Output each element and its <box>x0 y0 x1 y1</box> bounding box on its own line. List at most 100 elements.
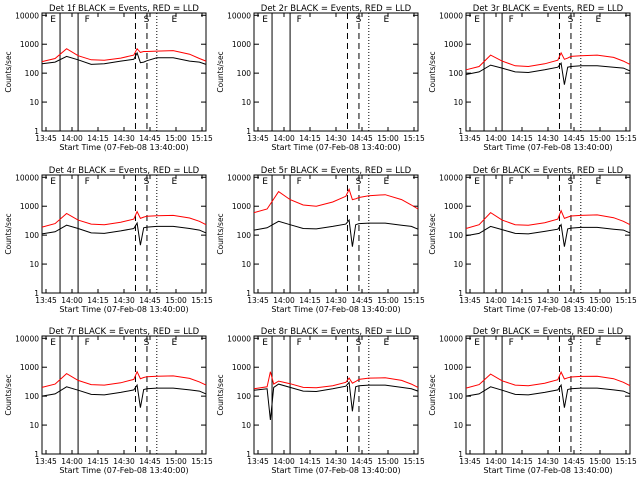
lld-series-line <box>253 371 419 390</box>
y-tick-label: 10000 <box>439 334 463 343</box>
x-tick-label: 15:15 <box>403 457 425 466</box>
y-tick-label: 100 <box>449 69 464 78</box>
x-axis-label: Start Time (07-Feb-08 13:40:00) <box>59 305 188 314</box>
x-tick-label: 14:45 <box>351 134 373 143</box>
y-tick-label: 1000 <box>444 363 463 372</box>
phase-letter: F <box>297 177 302 187</box>
panel-title: Det 4r BLACK = Events, RED = LLD <box>49 166 200 176</box>
phase-letter: F <box>297 338 302 348</box>
phase-letter: E <box>172 338 178 348</box>
y-tick-label: 1 <box>34 450 39 459</box>
phase-letter: S <box>356 15 362 25</box>
panel-title: Det 3r BLACK = Events, RED = LLD <box>473 4 624 14</box>
y-tick-label: 100 <box>25 392 40 401</box>
x-tick-label: 15:15 <box>615 296 637 305</box>
x-tick-label: 14:00 <box>485 457 507 466</box>
y-tick-label: 10 <box>29 98 39 107</box>
x-tick-label: 15:00 <box>589 134 611 143</box>
phase-letter: F <box>509 338 514 348</box>
plot-frame <box>253 335 419 455</box>
phase-letter: S <box>144 177 150 187</box>
x-tick-label: 14:30 <box>113 134 135 143</box>
x-tick-label: 14:30 <box>325 134 347 143</box>
x-tick-label: 14:15 <box>87 134 109 143</box>
y-tick-label: 1000 <box>20 40 39 49</box>
phase-letter: E <box>474 15 480 25</box>
y-tick-label: 10 <box>453 98 463 107</box>
x-tick-label: 14:00 <box>485 134 507 143</box>
phase-letter: F <box>297 15 302 25</box>
y-axis-label: Counts/sec <box>4 51 13 92</box>
y-tick-label: 10 <box>29 260 39 269</box>
events-series-line <box>41 383 207 408</box>
x-tick-label: 13:45 <box>35 296 57 305</box>
events-series-line <box>253 218 419 247</box>
x-axis-label: Start Time (07-Feb-08 13:40:00) <box>483 305 612 314</box>
x-tick-label: 15:00 <box>377 134 399 143</box>
x-tick-label: 14:00 <box>273 457 295 466</box>
x-axis-label: Start Time (07-Feb-08 13:40:00) <box>483 466 612 475</box>
phase-letter: E <box>384 177 390 187</box>
lld-series-line <box>41 47 207 63</box>
events-series-line <box>253 381 419 421</box>
y-tick-label: 10000 <box>439 173 463 182</box>
y-tick-label: 100 <box>449 392 464 401</box>
x-tick-label: 14:45 <box>139 296 161 305</box>
lld-series-line <box>465 370 631 389</box>
y-axis-label: Counts/sec <box>216 51 225 92</box>
x-tick-label: 13:45 <box>247 457 269 466</box>
phase-letter: E <box>262 15 268 25</box>
x-tick-label: 13:45 <box>247 134 269 143</box>
x-axis-label: Start Time (07-Feb-08 13:40:00) <box>483 143 612 152</box>
y-tick-label: 1 <box>458 289 463 298</box>
y-tick-label: 1000 <box>20 202 39 211</box>
panel-title: Det 7r BLACK = Events, RED = LLD <box>49 327 200 337</box>
x-tick-label: 15:15 <box>191 296 213 305</box>
panel-title: Det 6r BLACK = Events, RED = LLD <box>473 166 624 176</box>
plot-frame <box>41 12 207 132</box>
x-axis-label: Start Time (07-Feb-08 13:40:00) <box>271 466 400 475</box>
y-tick-label: 10000 <box>15 334 39 343</box>
events-series-line <box>465 62 631 85</box>
phase-letter: E <box>172 177 178 187</box>
x-tick-label: 14:45 <box>563 134 585 143</box>
lld-series-line <box>41 210 207 228</box>
y-tick-label: 10000 <box>227 11 251 20</box>
phase-letter: S <box>568 177 574 187</box>
phase-letter: F <box>509 15 514 25</box>
y-axis-label: Counts/sec <box>4 374 13 415</box>
x-tick-label: 14:15 <box>511 134 533 143</box>
lld-series-line <box>465 51 631 71</box>
y-tick-label: 100 <box>25 69 40 78</box>
panel-title: Det 1f BLACK = Events, RED = LLD <box>49 4 199 14</box>
phase-letter: E <box>262 177 268 187</box>
x-tick-label: 13:45 <box>247 296 269 305</box>
y-tick-label: 10 <box>29 421 39 430</box>
x-tick-label: 14:15 <box>299 134 321 143</box>
y-axis-label: Counts/sec <box>216 213 225 254</box>
y-tick-label: 100 <box>449 231 464 240</box>
phase-letter: S <box>356 338 362 348</box>
plot-frame <box>465 335 631 455</box>
phase-letter: S <box>144 338 150 348</box>
plot-frame <box>41 174 207 294</box>
y-tick-label: 1000 <box>444 40 463 49</box>
x-axis-label: Start Time (07-Feb-08 13:40:00) <box>271 143 400 152</box>
x-tick-label: 14:30 <box>113 296 135 305</box>
y-tick-label: 1 <box>246 289 251 298</box>
phase-letter: F <box>509 177 514 187</box>
events-series-line <box>41 221 207 246</box>
phase-letter: S <box>356 177 362 187</box>
phase-letter: E <box>50 15 56 25</box>
y-tick-label: 1 <box>34 127 39 136</box>
phase-letter: E <box>50 338 56 348</box>
x-tick-label: 13:45 <box>459 134 481 143</box>
x-tick-label: 14:15 <box>87 457 109 466</box>
y-tick-label: 10 <box>241 421 251 430</box>
x-tick-label: 14:45 <box>563 457 585 466</box>
